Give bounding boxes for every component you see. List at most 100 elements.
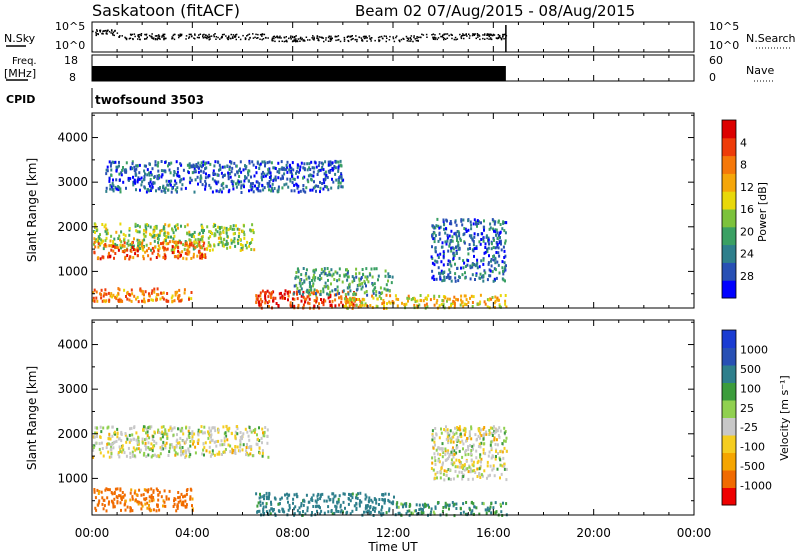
heatmap-cell — [263, 497, 265, 501]
heatmap-cell — [498, 254, 501, 258]
heatmap-cell — [463, 468, 466, 472]
heatmap-cell — [318, 278, 321, 282]
heatmap-cell — [478, 302, 481, 306]
heatmap-cell — [126, 254, 129, 257]
heatmap-cell — [261, 289, 264, 293]
nsky-point — [271, 39, 273, 42]
x-tick-label: 04:00 — [175, 526, 210, 540]
heatmap-cell — [300, 161, 303, 165]
heatmap-cell — [110, 491, 113, 494]
heatmap-cell — [105, 186, 108, 190]
nsky-point — [347, 40, 350, 43]
heatmap-cell — [439, 277, 442, 281]
heatmap-cell — [150, 425, 153, 429]
heatmap-cell — [463, 426, 466, 430]
nsky-point — [400, 38, 403, 41]
heatmap-cell — [401, 503, 404, 507]
heatmap-cell — [208, 433, 211, 437]
heatmap-cell — [164, 504, 167, 508]
heatmap-cell — [164, 186, 167, 190]
heatmap-cell — [150, 442, 153, 446]
heatmap-cell — [183, 291, 186, 295]
nsky-point — [420, 36, 422, 39]
heatmap-cell — [146, 168, 149, 172]
heatmap-cell — [305, 272, 308, 275]
heatmap-cell — [207, 161, 210, 165]
heatmap-cell — [122, 180, 125, 184]
heatmap-cell — [401, 301, 403, 305]
heatmap-cell — [252, 228, 255, 232]
nsky-point — [379, 36, 381, 38]
nsky-point — [145, 38, 148, 40]
heatmap-cell — [266, 161, 269, 165]
nsky-point — [352, 37, 354, 40]
heatmap-cell — [272, 179, 275, 183]
heatmap-cell — [199, 164, 202, 168]
heatmap-cell — [133, 425, 136, 429]
y-tick-label: 2000 — [57, 427, 88, 441]
heatmap-cell — [160, 242, 162, 246]
heatmap-cell — [432, 274, 435, 278]
heatmap-cell — [449, 477, 452, 481]
heatmap-cell — [160, 447, 163, 451]
heatmap-cell — [326, 185, 329, 189]
heatmap-cell — [316, 509, 318, 513]
heatmap-cell — [418, 503, 421, 507]
heatmap-cell — [99, 451, 102, 455]
heatmap-cell — [476, 467, 479, 471]
heatmap-cell — [294, 276, 297, 280]
freq-tick-top: 18 — [64, 54, 78, 67]
heatmap-cell — [440, 260, 443, 264]
heatmap-cell — [483, 432, 486, 436]
nsky-point — [279, 35, 281, 38]
heatmap-cell — [319, 186, 322, 190]
heatmap-cell — [435, 448, 438, 452]
heatmap-cell — [350, 300, 353, 304]
heatmap-cell — [499, 236, 501, 239]
heatmap-cell — [481, 501, 484, 505]
heatmap-cell — [234, 436, 237, 440]
heatmap-cell — [107, 450, 110, 454]
heatmap-cell — [357, 283, 360, 287]
nsky-point — [469, 35, 471, 37]
heatmap-cell — [197, 442, 200, 445]
heatmap-cell — [449, 429, 452, 433]
heatmap-cell — [470, 449, 473, 452]
heatmap-cell — [461, 439, 464, 443]
heatmap-cell — [110, 248, 113, 252]
heatmap-cell — [92, 230, 95, 233]
heatmap-cell — [189, 439, 192, 443]
heatmap-cell — [492, 227, 494, 231]
nsky-point — [406, 37, 409, 39]
heatmap-cell — [454, 469, 457, 473]
heatmap-cell — [178, 288, 181, 292]
heatmap-cell — [277, 176, 280, 180]
heatmap-cell — [170, 161, 173, 165]
heatmap-cell — [378, 498, 381, 501]
heatmap-cell — [259, 189, 262, 193]
heatmap-cell — [131, 160, 134, 164]
heatmap-cell — [477, 445, 480, 448]
heatmap-cell — [105, 189, 108, 193]
heatmap-cell — [369, 505, 372, 508]
heatmap-cell — [469, 264, 472, 268]
heatmap-cell — [257, 294, 260, 298]
heatmap-cell — [210, 429, 212, 433]
heatmap-cell — [244, 164, 246, 168]
heatmap-cell — [225, 185, 228, 189]
heatmap-cell — [438, 460, 441, 464]
heatmap-cell — [327, 278, 329, 282]
heatmap-cell — [223, 443, 226, 446]
heatmap-cell — [148, 436, 151, 440]
heatmap-cell — [306, 509, 309, 513]
heatmap-cell — [219, 188, 222, 192]
heatmap-cell — [315, 165, 318, 169]
heatmap-cell — [490, 259, 492, 263]
heatmap-cell — [250, 188, 253, 192]
heatmap-cell — [176, 441, 179, 445]
heatmap-cell — [375, 267, 378, 271]
heatmap-cell — [188, 297, 190, 301]
heatmap-cell — [103, 244, 106, 247]
heatmap-cell — [269, 171, 272, 175]
heatmap-cell — [141, 292, 144, 296]
